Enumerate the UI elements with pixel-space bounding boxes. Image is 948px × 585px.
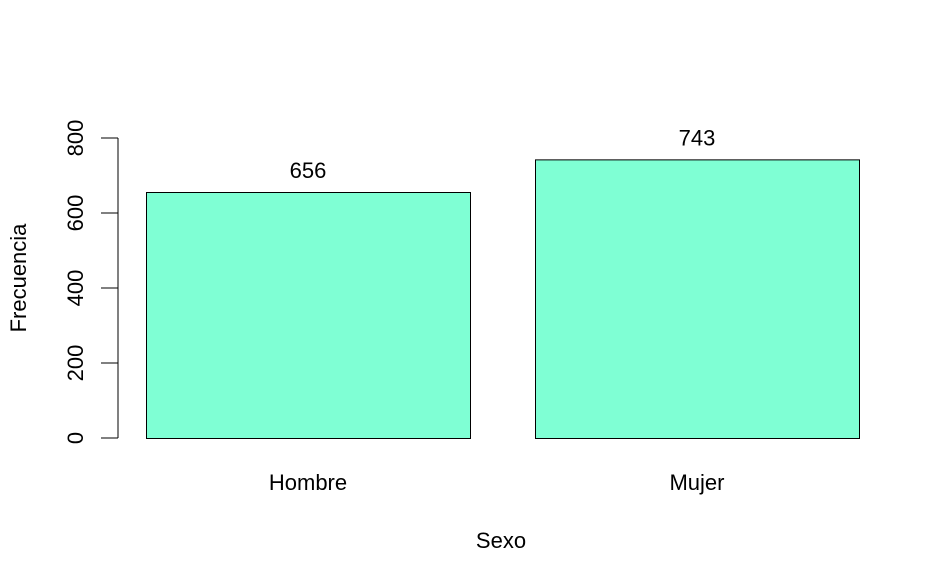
bar-value-labels: 656 743 [290, 125, 716, 183]
y-axis-label: Frecuencia [6, 223, 31, 333]
bars [146, 159, 860, 439]
x-tick-label-hombre: Hombre [269, 470, 347, 495]
y-axis: 0 200 400 600 800 [63, 120, 119, 444]
y-tick-label-0: 0 [63, 432, 88, 444]
y-tick-label-200: 200 [63, 345, 88, 382]
x-tick-label-mujer: Mujer [669, 470, 724, 495]
y-tick-label-400: 400 [63, 270, 88, 307]
x-axis-label: Sexo [476, 528, 526, 553]
y-tick-label-600: 600 [63, 195, 88, 232]
bar-hombre [146, 192, 471, 439]
x-tick-labels: Hombre Mujer [269, 470, 725, 495]
bar-value-label-mujer: 743 [679, 125, 716, 150]
y-tick-label-800: 800 [63, 120, 88, 157]
bar-value-label-hombre: 656 [290, 158, 327, 183]
bar-mujer [535, 159, 860, 439]
